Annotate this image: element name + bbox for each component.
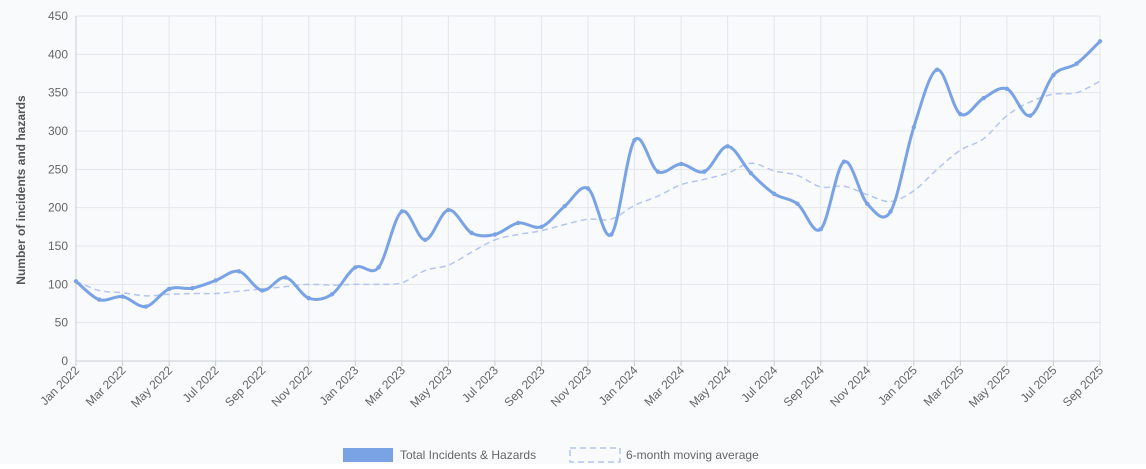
y-tick-label: 150: [48, 239, 68, 253]
x-tick-label: Sep 2022: [222, 363, 268, 409]
x-tick-label: Jan 2025: [875, 363, 920, 408]
data-point-total[interactable]: [702, 169, 707, 174]
data-point-total[interactable]: [306, 295, 311, 301]
data-point-total[interactable]: [1074, 61, 1079, 66]
data-point-total[interactable]: [353, 265, 358, 270]
data-point-total[interactable]: [469, 230, 474, 236]
series-lines: [73, 39, 1103, 309]
x-tick-label: Mar 2022: [83, 363, 129, 409]
y-tick-label: 400: [48, 47, 68, 61]
axes: [75, 16, 1101, 366]
data-point-total[interactable]: [422, 237, 428, 243]
x-tick-label: Sep 2024: [781, 363, 827, 409]
y-axis-label: Number of incidents and hazards: [14, 95, 28, 285]
legend-item-moving-average[interactable]: 6-month moving average: [569, 447, 759, 463]
data-point-total[interactable]: [376, 265, 381, 270]
data-point-total[interactable]: [655, 169, 661, 174]
data-point-total[interactable]: [1027, 113, 1033, 118]
x-tick-label: May 2023: [407, 363, 454, 410]
y-tick-label: 50: [55, 316, 69, 330]
y-tick-label: 250: [48, 162, 68, 176]
data-point-total[interactable]: [190, 285, 195, 291]
data-point-total[interactable]: [515, 220, 521, 226]
legend-swatch-total: [343, 448, 393, 462]
data-point-total[interactable]: [492, 232, 498, 237]
data-point-total[interactable]: [562, 203, 567, 209]
x-tick-label: Jul 2022: [180, 363, 222, 405]
y-tick-label: 450: [48, 9, 68, 23]
x-tick-label: Nov 2024: [827, 363, 873, 409]
data-point-total[interactable]: [958, 111, 963, 117]
x-tick-label: May 2024: [687, 363, 734, 410]
x-tick-label: Jan 2022: [37, 363, 82, 408]
x-tick-label: Nov 2022: [269, 363, 315, 409]
data-point-total[interactable]: [213, 278, 218, 283]
data-point-total[interactable]: [1051, 72, 1056, 78]
y-tick-label: 300: [48, 124, 68, 138]
legend-label-moving-average: 6-month moving average: [626, 448, 759, 462]
data-point-total[interactable]: [818, 226, 823, 232]
data-point-total[interactable]: [1097, 39, 1103, 44]
series-line-total: [75, 40, 1102, 309]
x-tick-label: Mar 2025: [921, 363, 967, 409]
data-point-total[interactable]: [609, 232, 614, 237]
y-tick-label: 200: [48, 201, 68, 215]
data-point-total[interactable]: [678, 161, 684, 167]
data-point-total[interactable]: [934, 67, 940, 72]
data-point-total[interactable]: [399, 209, 405, 214]
data-point-total[interactable]: [446, 207, 451, 213]
data-point-total[interactable]: [143, 304, 149, 309]
legend-item-total[interactable]: Total Incidents & Hazards: [343, 448, 536, 462]
x-tick-label: Mar 2023: [362, 363, 408, 409]
data-point-total[interactable]: [120, 294, 125, 299]
data-point-total[interactable]: [911, 124, 917, 130]
data-point-total[interactable]: [329, 292, 335, 297]
data-point-total[interactable]: [97, 297, 102, 302]
x-tick-label: Jan 2023: [317, 363, 362, 408]
grid-lines: [75, 15, 1101, 362]
x-tick-label: Jul 2025: [1018, 363, 1060, 405]
x-tick-label: May 2025: [966, 363, 1013, 410]
x-tick-label: Nov 2023: [548, 363, 594, 409]
x-tick-label: Mar 2024: [641, 363, 687, 409]
x-tick-label: Jan 2024: [596, 363, 641, 408]
data-point-total[interactable]: [585, 186, 591, 191]
legend[interactable]: Total Incidents & Hazards 6-month moving…: [343, 447, 759, 463]
x-tick-label: May 2022: [128, 363, 175, 410]
x-tick-labels: Jan 2022 Mar 2022 May 2022 Jul 2022 Sep 2022…: [37, 363, 1106, 410]
y-tick-labels: 0 50 100 150 200 250 300 350 400 450: [48, 9, 68, 368]
data-point-total[interactable]: [888, 209, 893, 214]
data-point-total[interactable]: [981, 95, 986, 101]
data-point-total[interactable]: [725, 144, 730, 149]
y-tick-label: 0: [61, 354, 68, 368]
x-tick-label: Jul 2024: [738, 363, 780, 405]
data-point-total[interactable]: [236, 269, 242, 274]
data-point-total[interactable]: [865, 201, 870, 207]
data-point-total[interactable]: [259, 288, 265, 293]
data-point-total[interactable]: [771, 191, 777, 197]
y-tick-label: 100: [48, 277, 68, 291]
data-point-total[interactable]: [539, 224, 544, 230]
legend-swatch-moving-average: [569, 447, 621, 463]
x-tick-label: Sep 2023: [501, 363, 547, 409]
data-point-total[interactable]: [283, 275, 288, 280]
data-point-total[interactable]: [632, 138, 637, 143]
x-tick-label: Sep 2025: [1060, 363, 1106, 409]
data-point-total[interactable]: [166, 286, 172, 292]
data-point-total[interactable]: [73, 279, 79, 284]
series-line-moving-average: [75, 80, 1101, 297]
data-point-total[interactable]: [748, 170, 754, 176]
data-point-total[interactable]: [795, 201, 800, 207]
x-tick-label: Jul 2023: [459, 363, 501, 405]
data-point-total[interactable]: [841, 159, 847, 164]
data-point-total[interactable]: [1004, 86, 1010, 92]
legend-label-total: Total Incidents & Hazards: [400, 448, 536, 462]
y-tick-label: 350: [48, 86, 68, 100]
